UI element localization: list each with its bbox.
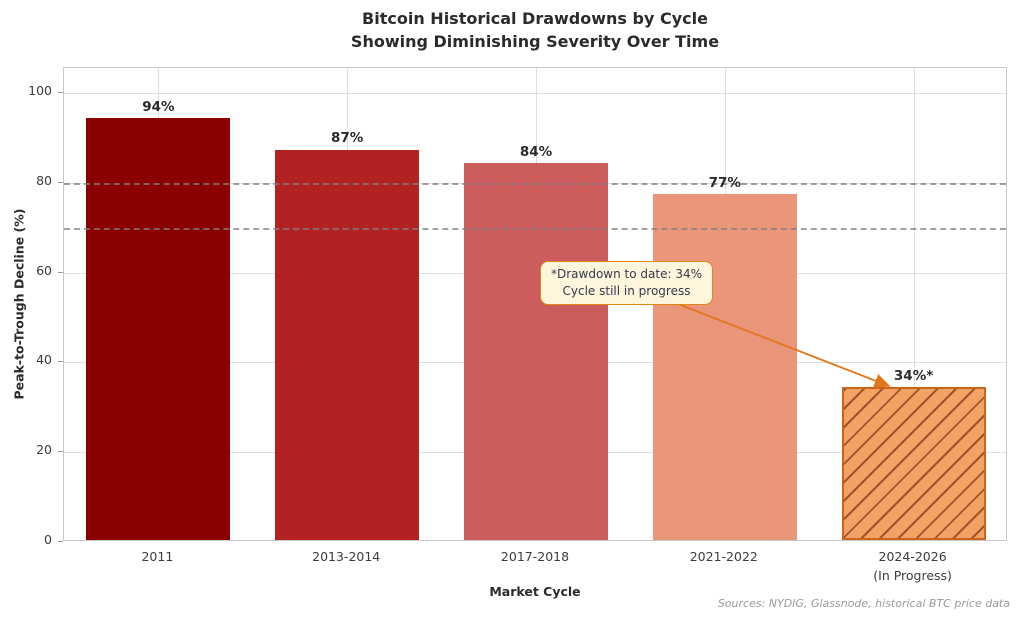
gridline-vertical — [913, 68, 915, 540]
x-tick-label-line: 2011 — [141, 549, 174, 564]
bar-value-label: 87% — [331, 130, 364, 147]
annotation-line1: *Drawdown to date: 34% — [551, 267, 702, 281]
y-tick-label: 80 — [36, 172, 52, 188]
bar-value-label: 34%* — [893, 368, 934, 385]
x-tick-label-line: 2017-2018 — [500, 549, 570, 564]
x-tick-label-line: 2024-2026 — [878, 549, 947, 564]
y-tick-label: 60 — [36, 262, 52, 278]
chart-title: Bitcoin Historical Drawdowns by Cycle Sh… — [63, 7, 1007, 53]
y-tick-mark — [58, 271, 63, 273]
x-tick-label-line: 2021-2022 — [689, 549, 758, 564]
y-tick-mark — [58, 181, 63, 183]
bar-2013-2014 — [275, 149, 420, 540]
y-tick-mark — [58, 92, 63, 94]
bar-2024-2026 — [841, 387, 986, 540]
bar-value-label: 84% — [519, 143, 553, 160]
y-tick-mark — [58, 451, 63, 453]
bar-value-label: 77% — [708, 175, 741, 192]
y-tick-label: 100 — [28, 83, 52, 99]
y-tick-label: 40 — [36, 352, 52, 368]
bar-2011 — [86, 118, 231, 540]
y-tick-label: 20 — [36, 442, 52, 458]
y-tick-label: 0 — [44, 532, 52, 547]
reference-line-70 — [64, 227, 1006, 230]
annotation-box: *Drawdown to date: 34% Cycle still in pr… — [540, 261, 713, 305]
x-tick-label: 2021-2022 — [690, 547, 758, 566]
x-tick-label: 2017-2018 — [501, 547, 569, 566]
reference-line-80 — [64, 182, 1006, 185]
bar-2017-2018 — [464, 162, 608, 540]
x-tick-label: 2024-2026 (In Progress) — [873, 547, 952, 585]
x-tick-label: 2013-2014 — [312, 547, 380, 566]
source-credit: Sources: NYDIG, Glassnode, historical BT… — [717, 597, 1010, 610]
x-tick-label: 2011 — [141, 547, 173, 566]
x-tick-label-line: (In Progress) — [873, 568, 952, 583]
bar-2021-2022 — [652, 194, 797, 540]
plot-area: 94% 87% 84% 77% 34%* — [63, 67, 1007, 541]
annotation-line2: Cycle still in progress — [562, 284, 691, 298]
bar-value-label: 94% — [142, 99, 175, 116]
chart-title-line2: Showing Diminishing Severity Over Time — [350, 32, 720, 51]
x-axis-label: Market Cycle — [489, 584, 581, 599]
gridline-horizontal — [64, 93, 1006, 95]
x-tick-label-line: 2013-2014 — [312, 549, 381, 564]
y-tick-mark — [58, 361, 63, 363]
y-axis-label: Peak-to-Trough Decline (%) — [11, 208, 27, 400]
y-tick-mark — [58, 541, 63, 542]
chart-title-line1: Bitcoin Historical Drawdowns by Cycle — [362, 9, 708, 28]
